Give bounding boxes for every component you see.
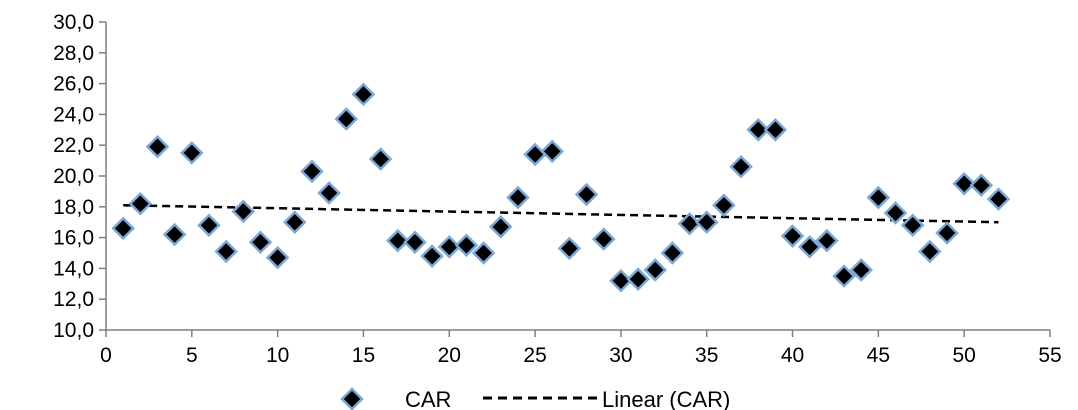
data-point	[712, 193, 736, 218]
x-tick-label: 20	[438, 344, 461, 367]
y-tick-label: 12,0	[53, 288, 94, 311]
trendline	[123, 204, 999, 224]
data-point	[574, 182, 599, 207]
x-tick-label: 30	[609, 344, 632, 367]
data-point	[832, 264, 856, 288]
data-point	[403, 230, 427, 254]
x-tick-label: 55	[1038, 344, 1061, 367]
y-tick-label: 10,0	[53, 319, 94, 342]
data-point	[935, 221, 959, 245]
data-point	[471, 241, 496, 265]
data-point	[952, 171, 976, 196]
data-point	[815, 228, 839, 253]
data-point	[643, 258, 668, 282]
data-point	[506, 185, 530, 210]
legend-label-car: CAR	[405, 387, 451, 410]
data-point	[162, 222, 187, 247]
trendline-group	[123, 204, 999, 224]
data-point	[334, 107, 359, 131]
data-point	[797, 235, 822, 259]
data-point	[626, 267, 650, 291]
data-point	[386, 228, 410, 253]
data-point	[111, 216, 135, 241]
axes	[105, 22, 1050, 331]
y-tick-label: 30,0	[53, 11, 94, 34]
y-tick-label: 24,0	[53, 103, 94, 126]
data-point	[763, 118, 788, 142]
data-point	[609, 268, 633, 293]
x-tick-label: 5	[186, 344, 198, 367]
data-point	[368, 147, 393, 171]
data-points	[111, 82, 1011, 293]
data-point	[128, 191, 153, 216]
data-point	[248, 230, 273, 254]
data-point	[660, 241, 685, 265]
data-point	[214, 239, 238, 264]
data-point	[849, 258, 873, 282]
y-tick-label: 18,0	[53, 196, 94, 219]
data-point	[197, 213, 221, 238]
x-tick-label: 50	[953, 344, 976, 367]
data-point	[540, 139, 565, 164]
x-tick-label: 45	[867, 344, 890, 367]
legend: CAR Linear (CAR)	[340, 387, 730, 410]
data-point	[677, 211, 702, 236]
data-point	[986, 187, 1011, 211]
x-tick-label: 15	[352, 344, 375, 367]
y-tick-label: 16,0	[53, 227, 94, 250]
legend-marker-car	[340, 387, 364, 410]
y-tick-label: 28,0	[53, 42, 94, 65]
data-point	[729, 154, 753, 179]
x-tick-label: 40	[781, 344, 804, 367]
data-point	[746, 118, 770, 142]
data-point	[488, 215, 513, 239]
y-tick-label: 26,0	[53, 73, 94, 96]
x-tick-label: 10	[266, 344, 289, 367]
x-tick-label: 0	[100, 344, 112, 367]
data-point	[591, 227, 616, 251]
data-point	[265, 245, 290, 270]
data-point	[420, 244, 444, 268]
data-point	[694, 210, 719, 234]
data-point	[180, 141, 204, 165]
y-ticks: 10,0 12,0 14,0 16,0 18,0 20,0 22,0 24,0 26,0 28,0…	[53, 11, 106, 342]
data-point	[283, 210, 307, 234]
data-point	[231, 199, 256, 224]
x-ticks: 0 5 10 15 20 25 30 35 40 45 50 55	[100, 330, 1062, 367]
data-point	[300, 159, 324, 184]
data-point	[317, 181, 341, 205]
data-point	[866, 185, 891, 210]
data-point	[780, 224, 805, 248]
data-point	[900, 213, 925, 238]
data-point	[437, 235, 462, 259]
legend-label-linear: Linear (CAR)	[602, 387, 730, 410]
data-point	[454, 233, 479, 258]
data-point	[523, 142, 547, 167]
x-tick-label: 35	[695, 344, 718, 367]
data-point	[145, 134, 170, 159]
data-point	[969, 173, 994, 198]
y-tick-label: 14,0	[53, 257, 94, 280]
data-point	[351, 82, 376, 107]
x-tick-label: 25	[523, 344, 546, 367]
y-tick-label: 20,0	[53, 165, 94, 188]
y-tick-label: 22,0	[53, 134, 94, 157]
data-point	[918, 239, 942, 264]
data-point	[557, 236, 582, 261]
data-point	[883, 201, 908, 225]
